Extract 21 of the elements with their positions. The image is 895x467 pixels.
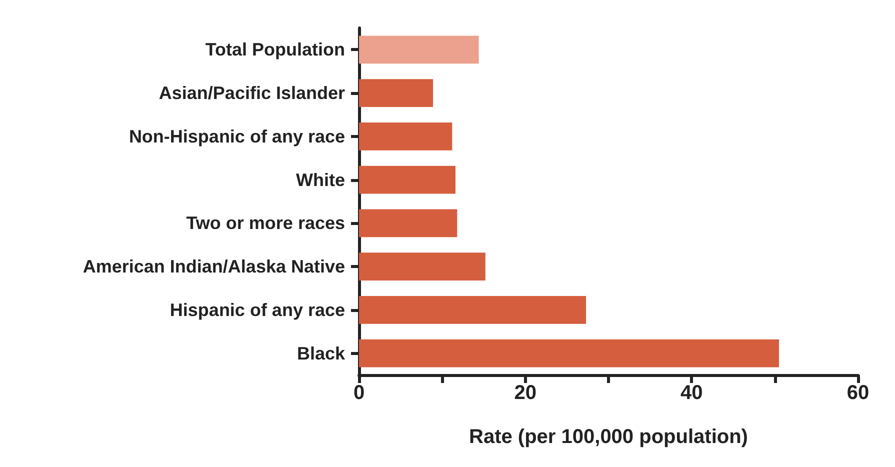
y-tick-label: Non-Hispanic of any race [128,126,345,146]
bar [359,339,779,368]
bar [359,79,434,107]
bar [359,209,458,238]
bar [359,166,456,194]
y-tick-label: Asian/Pacific Islander [158,83,345,104]
bar [359,252,486,280]
y-tick-label: Total Population [205,40,345,60]
y-tick-label: Two or more races [186,213,345,234]
y-tick-label: American Indian/Alaska Native [82,256,345,277]
x-tick-label: 20 [514,382,536,404]
x-tick-label: 60 [846,382,870,404]
x-tick-label: 0 [353,382,365,404]
y-tick-label: Black [296,343,346,364]
y-tick-label: White [296,170,345,190]
bar [359,296,586,324]
y-tick-label: Hispanic of any race [170,300,345,320]
x-tick-label: 40 [680,382,703,404]
bar [359,122,452,150]
x-axis-title: Rate (per 100,000 population) [469,426,748,448]
bar [359,36,479,64]
